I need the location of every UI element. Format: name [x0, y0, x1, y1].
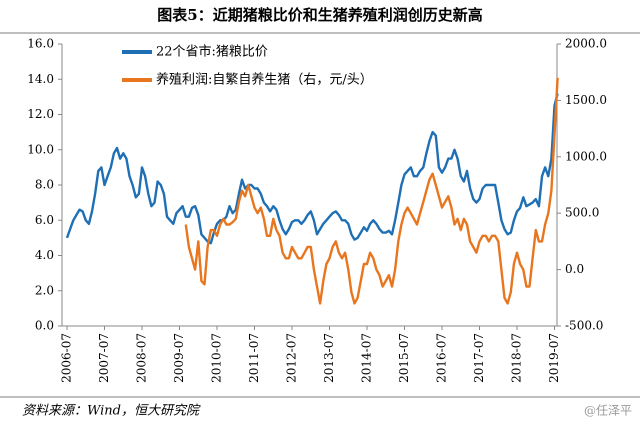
- x-tick-label: 2011-07: [247, 333, 261, 383]
- y-tick-label: 14.0: [27, 72, 54, 86]
- legend-label: 养殖利润:自繁自养生猪（右，元/头）: [156, 72, 373, 88]
- x-tick-label: 2017-07: [472, 333, 486, 383]
- x-tick-label: 2007-07: [97, 333, 111, 383]
- x-tick-label: 2009-07: [172, 333, 186, 383]
- y2-tick-label: 500.0: [565, 206, 599, 220]
- y2-tick-label: 2000.0: [565, 37, 607, 51]
- y-tick-label: 10.0: [27, 142, 54, 156]
- x-tick-label: 2010-07: [210, 333, 224, 383]
- y-tick-label: 6.0: [35, 213, 54, 227]
- x-tick-label: 2015-07: [397, 333, 411, 383]
- x-tick-label: 2008-07: [135, 333, 149, 383]
- source: 资料来源：Wind，恒大研究院: [22, 403, 201, 419]
- y-tick-label: 12.0: [27, 107, 54, 121]
- x-tick-label: 2016-07: [435, 333, 449, 383]
- x-tick-label: 2018-07: [510, 333, 524, 383]
- x-tick-label: 2014-07: [360, 333, 374, 383]
- series-line: [184, 77, 559, 305]
- y-tick-label: 2.0: [35, 283, 54, 297]
- y-tick-label: 4.0: [35, 248, 54, 262]
- series-line: [65, 93, 559, 245]
- x-tick-label: 2012-07: [285, 333, 299, 383]
- y2-tick-label: -500.0: [565, 319, 603, 333]
- x-tick-label: 2019-07: [547, 333, 561, 383]
- y2-tick-label: 0.0: [565, 262, 584, 276]
- x-tick-label: 2013-07: [322, 333, 336, 383]
- legend-label: 22个省市:猪粮比价: [156, 44, 268, 60]
- x-tick-label: 2006-07: [60, 333, 74, 383]
- chart-title: 图表5：近期猪粮比价和生猪养殖利润创历史新高: [157, 6, 482, 24]
- y-tick-label: 0.0: [35, 319, 54, 333]
- y-tick-label: 8.0: [35, 178, 54, 192]
- y2-tick-label: 1000.0: [565, 149, 607, 163]
- y-tick-label: 16.0: [27, 37, 54, 51]
- y2-tick-label: 1500.0: [565, 93, 607, 107]
- watermark: @任泽平: [584, 404, 632, 418]
